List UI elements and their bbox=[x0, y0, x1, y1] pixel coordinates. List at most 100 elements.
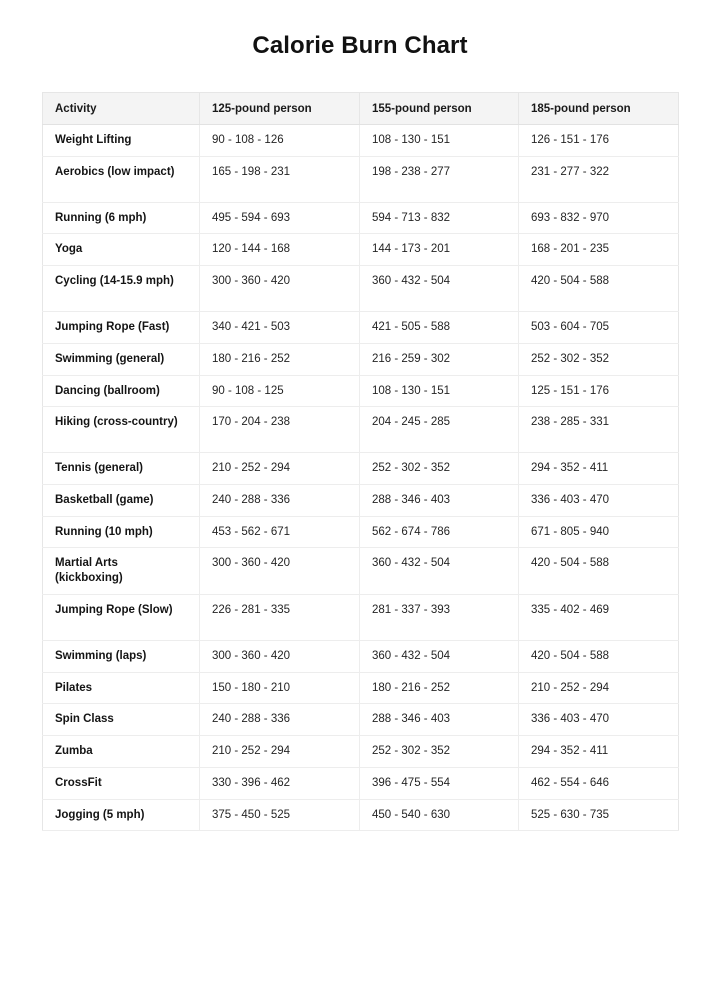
cell-activity: Running (10 mph) bbox=[42, 516, 200, 549]
cell-lb155: 281 - 337 - 393 bbox=[359, 594, 519, 641]
cell-lb125: 226 - 281 - 335 bbox=[199, 594, 360, 641]
cell-lb185: 335 - 402 - 469 bbox=[518, 594, 679, 641]
cell-activity: Jumping Rope (Slow) bbox=[42, 594, 200, 641]
cell-activity: Aerobics (low impact) bbox=[42, 156, 200, 203]
cell-lb185: 294 - 352 - 411 bbox=[518, 452, 679, 486]
column-header-185-pound: 185-pound person bbox=[518, 92, 679, 125]
cell-lb155: 252 - 302 - 352 bbox=[359, 452, 519, 486]
cell-lb185: 525 - 630 - 735 bbox=[518, 799, 679, 832]
cell-activity: Cycling (14-15.9 mph) bbox=[42, 265, 200, 313]
table-row: Running (6 mph) 495 - 594 - 693 594 - 713 … bbox=[42, 202, 679, 235]
cell-lb155: 594 - 713 - 832 bbox=[359, 202, 519, 235]
column-header-125-pound: 125-pound person bbox=[199, 92, 360, 125]
cell-lb155: 421 - 505 - 588 bbox=[359, 311, 519, 344]
cell-lb155: 198 - 238 - 277 bbox=[359, 156, 519, 203]
cell-activity: Zumba bbox=[42, 735, 200, 768]
cell-lb125: 210 - 252 - 294 bbox=[199, 452, 360, 486]
table-row: CrossFit 330 - 396 - 462 396 - 475 - 554 46… bbox=[42, 767, 679, 800]
cell-lb185: 503 - 604 - 705 bbox=[518, 311, 679, 344]
cell-lb185: 336 - 403 - 470 bbox=[518, 703, 679, 737]
cell-activity: Martial Arts (kickboxing) bbox=[42, 547, 200, 595]
cell-activity: Pilates bbox=[42, 672, 200, 705]
cell-lb155: 252 - 302 - 352 bbox=[359, 735, 519, 768]
cell-lb125: 300 - 360 - 420 bbox=[199, 265, 360, 313]
table-row: Swimming (general) 180 - 216 - 252 216 - 2… bbox=[42, 343, 679, 376]
cell-lb185: 462 - 554 - 646 bbox=[518, 767, 679, 800]
cell-activity: CrossFit bbox=[42, 767, 200, 800]
cell-activity: Yoga bbox=[42, 233, 200, 267]
cell-lb125: 375 - 450 - 525 bbox=[199, 799, 360, 832]
cell-lb155: 204 - 245 - 285 bbox=[359, 406, 519, 454]
cell-lb185: 168 - 201 - 235 bbox=[518, 233, 679, 267]
cell-lb125: 150 - 180 - 210 bbox=[199, 672, 360, 705]
cell-lb185: 420 - 504 - 588 bbox=[518, 547, 679, 595]
cell-activity: Weight Lifting bbox=[42, 124, 200, 157]
table-row: Martial Arts (kickboxing) 300 - 360 - 420… bbox=[42, 547, 679, 595]
cell-lb185: 126 - 151 - 176 bbox=[518, 124, 679, 157]
calorie-burn-table: Activity 125-pound person 155-pound pers… bbox=[42, 92, 679, 832]
cell-lb185: 420 - 504 - 588 bbox=[518, 265, 679, 313]
table-row: Aerobics (low impact) 165 - 198 - 231 198 … bbox=[42, 156, 679, 203]
table-row: Hiking (cross-country) 170 - 204 - 238 204… bbox=[42, 406, 679, 454]
cell-activity: Jogging (5 mph) bbox=[42, 799, 200, 832]
table-row: Jumping Rope (Slow) 226 - 281 - 335 281 - … bbox=[42, 594, 679, 641]
column-header-activity: Activity bbox=[42, 92, 200, 125]
cell-lb185: 238 - 285 - 331 bbox=[518, 406, 679, 454]
cell-lb185: 252 - 302 - 352 bbox=[518, 343, 679, 376]
cell-lb125: 300 - 360 - 420 bbox=[199, 640, 360, 673]
cell-lb155: 288 - 346 - 403 bbox=[359, 484, 519, 517]
cell-lb155: 288 - 346 - 403 bbox=[359, 703, 519, 737]
cell-activity: Jumping Rope (Fast) bbox=[42, 311, 200, 344]
cell-lb185: 210 - 252 - 294 bbox=[518, 672, 679, 705]
table-row: Jogging (5 mph) 375 - 450 - 525 450 - 540 … bbox=[42, 799, 679, 832]
table-header-row: Activity 125-pound person 155-pound pers… bbox=[42, 92, 679, 125]
cell-lb185: 336 - 403 - 470 bbox=[518, 484, 679, 517]
cell-lb125: 340 - 421 - 503 bbox=[199, 311, 360, 344]
cell-lb155: 360 - 432 - 504 bbox=[359, 640, 519, 673]
table-row: Pilates 150 - 180 - 210 180 - 216 - 252 210… bbox=[42, 672, 679, 705]
cell-lb155: 562 - 674 - 786 bbox=[359, 516, 519, 549]
cell-lb125: 240 - 288 - 336 bbox=[199, 703, 360, 737]
cell-lb185: 671 - 805 - 940 bbox=[518, 516, 679, 549]
table-row: Weight Lifting 90 - 108 - 126 108 - 130 - … bbox=[42, 124, 679, 157]
calorie-table-container: Activity 125-pound person 155-pound pers… bbox=[42, 92, 679, 832]
cell-activity: Basketball (game) bbox=[42, 484, 200, 517]
cell-lb155: 180 - 216 - 252 bbox=[359, 672, 519, 705]
cell-lb125: 330 - 396 - 462 bbox=[199, 767, 360, 800]
cell-lb125: 300 - 360 - 420 bbox=[199, 547, 360, 595]
cell-activity: Tennis (general) bbox=[42, 452, 200, 486]
cell-activity: Running (6 mph) bbox=[42, 202, 200, 235]
cell-lb185: 125 - 151 - 176 bbox=[518, 375, 679, 408]
table-row: Zumba 210 - 252 - 294 252 - 302 - 352 294 -… bbox=[42, 735, 679, 768]
cell-lb155: 450 - 540 - 630 bbox=[359, 799, 519, 832]
cell-activity: Swimming (laps) bbox=[42, 640, 200, 673]
cell-lb155: 216 - 259 - 302 bbox=[359, 343, 519, 376]
cell-lb125: 210 - 252 - 294 bbox=[199, 735, 360, 768]
cell-lb125: 90 - 108 - 126 bbox=[199, 124, 360, 157]
cell-lb155: 108 - 130 - 151 bbox=[359, 375, 519, 408]
table-header: Activity 125-pound person 155-pound pers… bbox=[42, 92, 679, 125]
cell-activity: Swimming (general) bbox=[42, 343, 200, 376]
cell-lb155: 396 - 475 - 554 bbox=[359, 767, 519, 800]
cell-lb155: 360 - 432 - 504 bbox=[359, 265, 519, 313]
cell-lb185: 294 - 352 - 411 bbox=[518, 735, 679, 768]
table-body: Weight Lifting 90 - 108 - 126 108 - 130 - … bbox=[42, 124, 679, 832]
cell-lb185: 693 - 832 - 970 bbox=[518, 202, 679, 235]
cell-lb155: 108 - 130 - 151 bbox=[359, 124, 519, 157]
cell-lb185: 420 - 504 - 588 bbox=[518, 640, 679, 673]
cell-lb125: 120 - 144 - 168 bbox=[199, 233, 360, 267]
cell-lb125: 170 - 204 - 238 bbox=[199, 406, 360, 454]
cell-lb155: 360 - 432 - 504 bbox=[359, 547, 519, 595]
cell-lb185: 231 - 277 - 322 bbox=[518, 156, 679, 203]
column-header-155-pound: 155-pound person bbox=[359, 92, 519, 125]
cell-lb125: 180 - 216 - 252 bbox=[199, 343, 360, 376]
table-row: Basketball (game) 240 - 288 - 336 288 - 34… bbox=[42, 484, 679, 517]
cell-lb125: 165 - 198 - 231 bbox=[199, 156, 360, 203]
cell-activity: Dancing (ballroom) bbox=[42, 375, 200, 408]
cell-lb125: 240 - 288 - 336 bbox=[199, 484, 360, 517]
table-row: Running (10 mph) 453 - 562 - 671 562 - 674… bbox=[42, 516, 679, 549]
cell-lb155: 144 - 173 - 201 bbox=[359, 233, 519, 267]
table-row: Spin Class 240 - 288 - 336 288 - 346 - 403… bbox=[42, 703, 679, 737]
cell-lb125: 90 - 108 - 125 bbox=[199, 375, 360, 408]
